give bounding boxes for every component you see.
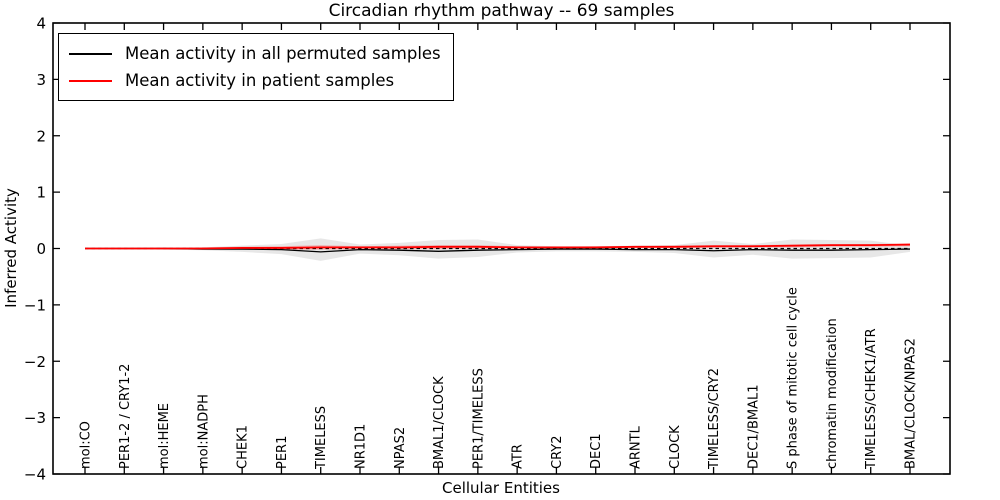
x-tick-label: DEC1: [589, 433, 604, 469]
x-tick-label: PER1/TIMELESS: [471, 368, 486, 469]
y-tick-label: 3: [36, 71, 46, 89]
x-tick-label: mol:NADPH: [196, 394, 211, 469]
x-tick-label: mol:CO: [79, 421, 94, 469]
x-tick-label: chromatin modification: [825, 318, 840, 469]
legend-item-permuted: Mean activity in all permuted samples: [69, 40, 441, 67]
x-tick-label: PER1-2 / CRY1-2: [118, 364, 133, 469]
x-tick-label: NPAS2: [393, 427, 408, 469]
x-tick-label: S phase of mitotic cell cycle: [786, 287, 801, 469]
y-tick-label: −4: [24, 466, 46, 484]
x-tick-label: DEC1/BMAL1: [746, 385, 761, 470]
y-tick-label: −1: [24, 296, 46, 314]
y-tick-label: −2: [24, 353, 46, 371]
legend: Mean activity in all permuted samples Me…: [58, 33, 454, 101]
x-tick-label: ARNTL: [629, 425, 644, 469]
patient-line-sample: [69, 79, 112, 82]
x-axis-label: Cellular Entities: [442, 479, 560, 497]
x-tick-label: mol:HEME: [157, 403, 172, 469]
legend-item-patient: Mean activity in patient samples: [69, 67, 441, 94]
x-ticks: [84, 23, 911, 474]
axes-frame: [52, 22, 951, 475]
x-tick-label: CLOCK: [668, 425, 683, 469]
x-tick-label: ATR: [511, 444, 526, 469]
x-tick-label: BMAL/CLOCK/NPAS2: [904, 338, 919, 469]
x-tick-label: PER1: [275, 436, 290, 469]
y-tick-label: 2: [36, 127, 46, 145]
y-axis-label: Inferred Activity: [2, 188, 20, 308]
legend-label-patient: Mean activity in patient samples: [125, 71, 395, 90]
y-tick-label: 4: [36, 15, 46, 33]
x-tick-label: TIMELESS/CRY2: [707, 368, 722, 470]
x-tick-label: TIMELESS/CHEK1/ATR: [864, 328, 879, 470]
x-tick-label: CRY2: [550, 436, 565, 470]
x-tick-label: TIMELESS: [314, 406, 329, 470]
x-tick-label: BMAL1/CLOCK: [432, 376, 447, 469]
x-tick-label: NR1D1: [354, 424, 369, 469]
y-tick-label: 0: [36, 240, 46, 258]
x-tick-label: CHEK1: [236, 425, 251, 469]
chart-title: Circadian rhythm pathway -- 69 samples: [328, 1, 675, 21]
patient-mean-line: [85, 243, 911, 250]
permuted-line-sample: [69, 52, 112, 55]
y-tick-label: −3: [24, 409, 46, 427]
legend-label-permuted: Mean activity in all permuted samples: [125, 44, 441, 63]
y-tick-label: 1: [36, 184, 46, 202]
